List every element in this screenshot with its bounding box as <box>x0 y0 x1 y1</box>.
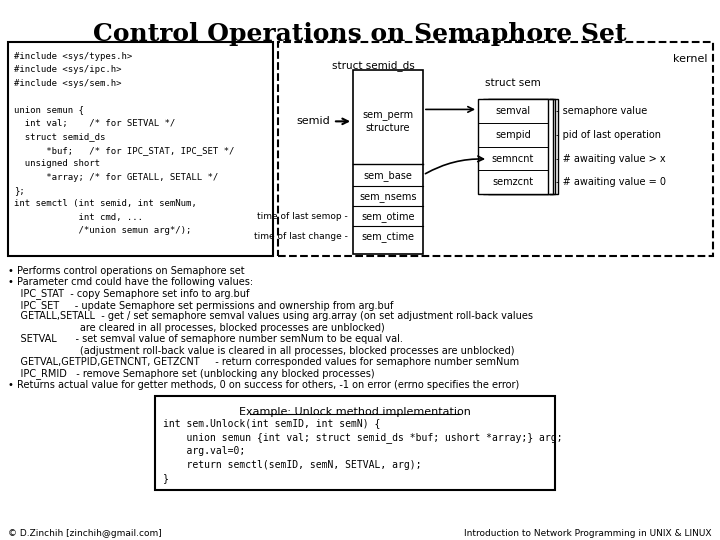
Text: union semun {int val; struct semid_ds *buf; ushort *array;} arg;: union semun {int val; struct semid_ds *b… <box>163 431 562 443</box>
Text: - semaphore value: - semaphore value <box>556 106 647 116</box>
Text: sempid: sempid <box>495 130 531 140</box>
Text: semzcnt: semzcnt <box>492 177 534 187</box>
Text: *buf;   /* for IPC_STAT, IPC_SET */: *buf; /* for IPC_STAT, IPC_SET */ <box>14 146 235 155</box>
Text: - pid of last operation: - pid of last operation <box>556 130 661 140</box>
Text: struct semid_ds: struct semid_ds <box>14 132 105 141</box>
Text: *array; /* for GETALL, SETALL */: *array; /* for GETALL, SETALL */ <box>14 173 218 181</box>
Text: (adjustment roll-back value is cleared in all processes, blocked processes are u: (adjustment roll-back value is cleared i… <box>8 346 515 356</box>
Text: sem_base: sem_base <box>364 170 413 180</box>
Text: • Returns actual value for getter methods, 0 on success for others, -1 on error : • Returns actual value for getter method… <box>8 380 519 390</box>
Text: Control Operations on Semaphore Set: Control Operations on Semaphore Set <box>94 22 626 46</box>
FancyBboxPatch shape <box>278 42 713 255</box>
FancyBboxPatch shape <box>155 396 555 490</box>
Text: are cleared in all processes, blocked processes are unblocked): are cleared in all processes, blocked pr… <box>8 323 384 333</box>
Text: GETVAL,GETPID,GETNCNT, GETZCNT     - return corresponded values for semaphore nu: GETVAL,GETPID,GETNCNT, GETZCNT - return … <box>8 357 519 367</box>
Text: kernel: kernel <box>673 53 708 64</box>
FancyBboxPatch shape <box>8 42 273 255</box>
FancyBboxPatch shape <box>483 99 553 194</box>
Text: };: }; <box>14 186 24 195</box>
Text: • Performs control operations on Semaphore set: • Performs control operations on Semapho… <box>8 266 245 275</box>
Text: int val;    /* for SETVAL */: int val; /* for SETVAL */ <box>14 119 175 128</box>
Text: Introduction to Network Programming in UNIX & LINUX: Introduction to Network Programming in U… <box>464 529 712 538</box>
Text: GETALL,SETALL  - get / set semaphore semval values using arg.array (on set adjus: GETALL,SETALL - get / set semaphore semv… <box>8 312 533 321</box>
Text: SETVAL      - set semval value of semaphore number semNum to be equal val.: SETVAL - set semval value of semaphore n… <box>8 334 403 344</box>
Text: return semctl(semID, semN, SETVAL, arg);: return semctl(semID, semN, SETVAL, arg); <box>163 460 421 470</box>
Text: IPC_STAT  - copy Semaphore set info to arg.buf: IPC_STAT - copy Semaphore set info to ar… <box>8 288 249 299</box>
Text: unsigned short: unsigned short <box>14 159 100 168</box>
Text: IPC_SET     - update Semaphore set permissions and ownership from arg.buf: IPC_SET - update Semaphore set permissio… <box>8 300 393 311</box>
Text: Example: Unlock method implementation: Example: Unlock method implementation <box>239 407 471 417</box>
Text: time of last semop -: time of last semop - <box>257 212 348 221</box>
Text: sem_perm
structure: sem_perm structure <box>362 111 413 133</box>
Text: - # awaiting value > x: - # awaiting value > x <box>556 153 665 164</box>
Text: sem_ctime: sem_ctime <box>361 231 415 242</box>
FancyBboxPatch shape <box>478 99 548 194</box>
Text: IPC_RMID   - remove Semaphore set (unblocking any blocked processes): IPC_RMID - remove Semaphore set (unblock… <box>8 369 374 380</box>
Text: int sem.Unlock(int semID, int semN) {: int sem.Unlock(int semID, int semN) { <box>163 418 380 428</box>
Text: /*union semun arg*/);: /*union semun arg*/); <box>14 226 192 235</box>
Text: sem_otime: sem_otime <box>361 211 415 222</box>
FancyBboxPatch shape <box>488 99 558 194</box>
Text: union semun {: union semun { <box>14 105 84 114</box>
Text: • Parameter cmd could have the following values:: • Parameter cmd could have the following… <box>8 277 253 287</box>
Text: struct semid_ds: struct semid_ds <box>332 60 415 71</box>
Text: semval: semval <box>495 106 531 116</box>
Text: sem_nsems: sem_nsems <box>359 192 417 202</box>
Text: struct sem: struct sem <box>485 78 541 87</box>
Text: #include <sys/sem.h>: #include <sys/sem.h> <box>14 79 122 87</box>
Text: semid: semid <box>296 116 330 126</box>
Text: semncnt: semncnt <box>492 153 534 164</box>
Text: - # awaiting value = 0: - # awaiting value = 0 <box>556 177 666 187</box>
Text: int semctl (int semid, int semNum,: int semctl (int semid, int semNum, <box>14 199 197 208</box>
Text: #include <sys/types.h>: #include <sys/types.h> <box>14 52 132 60</box>
Text: int cmd, ...: int cmd, ... <box>14 213 143 222</box>
Text: time of last change -: time of last change - <box>254 232 348 241</box>
Text: © D.Zinchih [zinchih@gmail.com]: © D.Zinchih [zinchih@gmail.com] <box>8 529 162 538</box>
FancyBboxPatch shape <box>353 70 423 254</box>
Text: }: } <box>163 474 169 483</box>
Text: arg.val=0;: arg.val=0; <box>163 446 246 456</box>
Text: #include <sys/ipc.h>: #include <sys/ipc.h> <box>14 65 122 74</box>
